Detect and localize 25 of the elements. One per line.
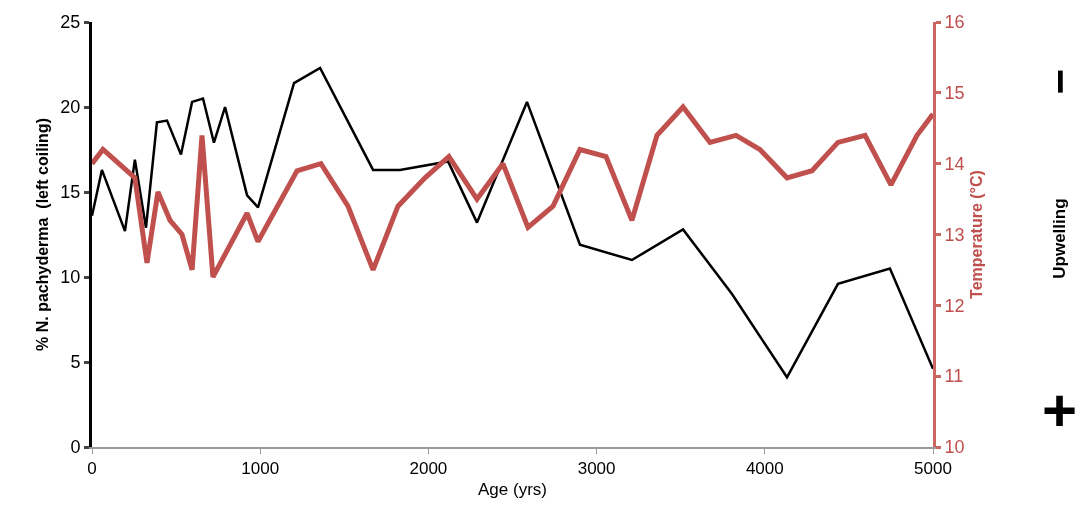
y2-tick-label: 15 [944,83,965,104]
y-tick-label: 25 [60,12,81,33]
y-tick-label: 5 [70,352,81,373]
y2-axis-title: Temperature (°C) [968,170,986,299]
text: − [1035,68,1085,95]
y-tick-label: 10 [60,267,81,288]
x-tick-label: 4000 [745,459,784,479]
x-tick-label: 5000 [914,459,952,479]
y2-tick-label: 11 [944,366,964,387]
y-axis-title: % N. pachyderma (left coiling) [34,118,52,351]
x-tick-label: 0 [87,459,97,479]
x-tick-label: 3000 [577,459,616,479]
x-tick-label: 1000 [241,459,280,479]
text: Upwelling [1050,198,1070,279]
y2-tick-label: 14 [944,153,965,174]
y-tick-label: 20 [60,97,81,118]
y2-tick-label: 12 [944,295,965,316]
y-tick-label: 0 [70,437,81,458]
y2-tick-label: 13 [944,224,965,245]
x-axis-title: Age (yrs) [478,480,547,500]
x-tick-label: 2000 [409,459,448,479]
text: + [1042,377,1078,444]
y2-tick-label: 10 [944,437,965,458]
y2-tick-label: 16 [944,12,965,33]
y-tick-label: 15 [60,182,81,203]
